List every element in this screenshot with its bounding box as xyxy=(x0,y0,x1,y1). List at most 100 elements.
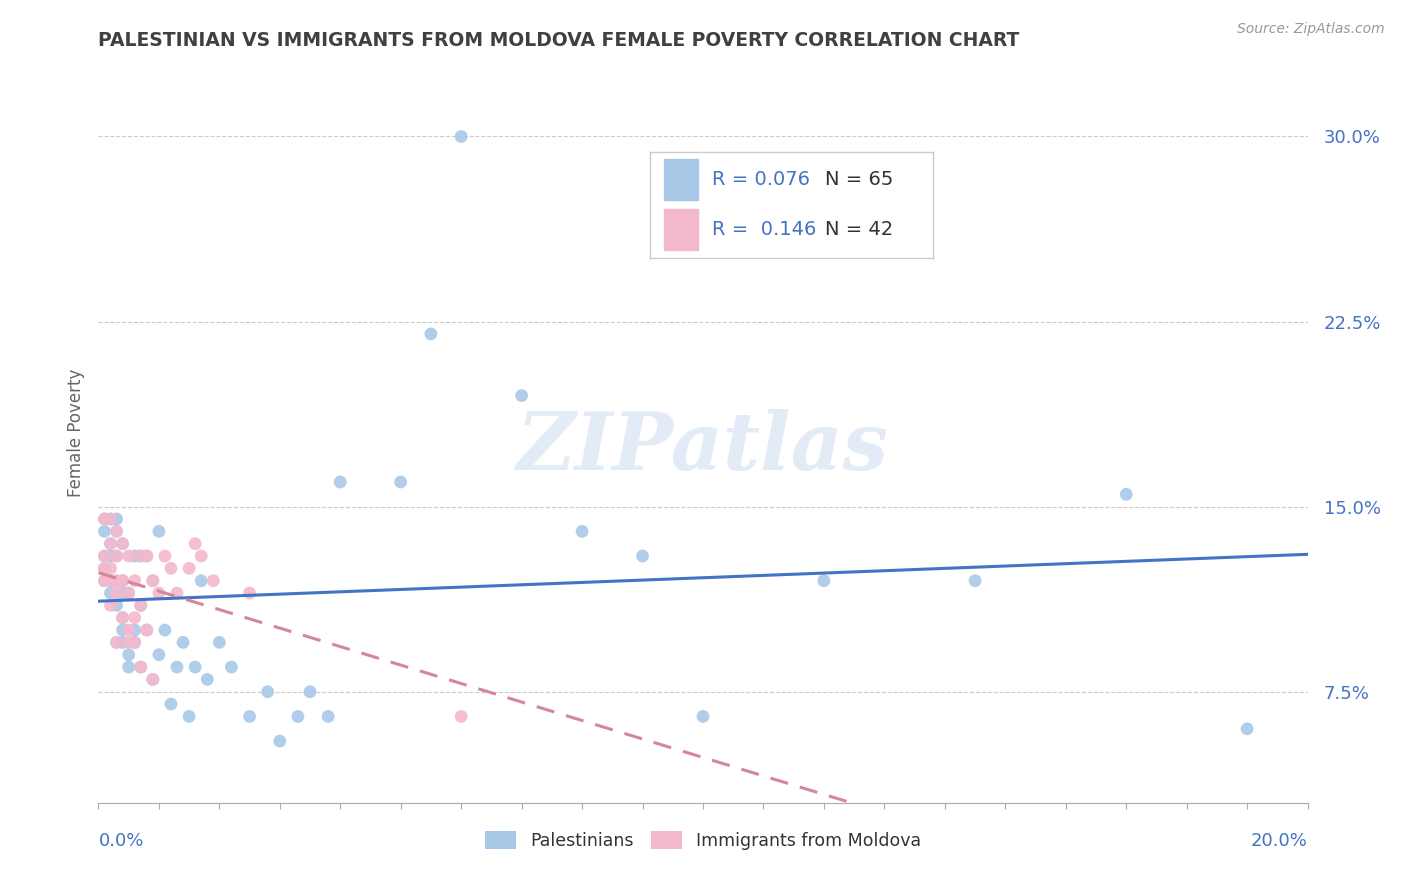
Point xyxy=(160,561,183,575)
Point xyxy=(389,475,412,489)
Point xyxy=(93,574,115,588)
Point xyxy=(135,549,157,563)
Point xyxy=(100,561,122,575)
Point xyxy=(256,685,278,699)
Text: PALESTINIAN VS IMMIGRANTS FROM MOLDOVA FEMALE POVERTY CORRELATION CHART: PALESTINIAN VS IMMIGRANTS FROM MOLDOVA F… xyxy=(98,30,1019,50)
Point xyxy=(450,129,472,144)
Point xyxy=(420,326,443,341)
Point xyxy=(111,574,134,588)
Point xyxy=(118,648,141,662)
Point xyxy=(105,524,128,539)
Point xyxy=(100,512,122,526)
Point xyxy=(239,586,262,600)
Point xyxy=(111,574,134,588)
Point xyxy=(93,549,115,563)
Point xyxy=(118,586,141,600)
Point xyxy=(93,512,115,526)
Point xyxy=(124,574,146,588)
Point xyxy=(100,574,122,588)
Text: R =  0.146: R = 0.146 xyxy=(711,220,817,239)
Point xyxy=(129,660,152,674)
Point xyxy=(142,673,165,687)
Point xyxy=(100,549,122,563)
Point xyxy=(153,549,176,563)
Point xyxy=(208,635,231,649)
Point xyxy=(111,611,134,625)
Point xyxy=(105,635,128,649)
Point xyxy=(105,512,128,526)
Point xyxy=(105,599,128,613)
Point xyxy=(129,549,152,563)
Point xyxy=(118,623,141,637)
Point xyxy=(571,524,593,539)
Point xyxy=(111,536,134,550)
Point xyxy=(93,549,115,563)
Point xyxy=(160,697,183,711)
Point xyxy=(93,512,115,526)
Point xyxy=(190,549,212,563)
Point xyxy=(166,660,188,674)
Bar xyxy=(664,159,697,200)
Point xyxy=(93,524,115,539)
Point xyxy=(142,574,165,588)
Point xyxy=(124,635,146,649)
Point xyxy=(105,586,128,600)
Point xyxy=(105,549,128,563)
Point xyxy=(190,574,212,588)
Point xyxy=(631,549,654,563)
Point xyxy=(965,574,987,588)
Bar xyxy=(664,209,697,250)
Point xyxy=(316,709,339,723)
Text: N = 65: N = 65 xyxy=(825,169,894,189)
Point xyxy=(111,623,134,637)
Point xyxy=(93,561,115,575)
Point xyxy=(100,512,122,526)
Text: 0.0%: 0.0% xyxy=(98,832,143,850)
Text: ZIPatlas: ZIPatlas xyxy=(517,409,889,486)
Point xyxy=(129,599,152,613)
Point xyxy=(100,574,122,588)
Point xyxy=(100,599,122,613)
Point xyxy=(93,561,115,575)
Text: R = 0.076: R = 0.076 xyxy=(711,169,810,189)
Point xyxy=(813,574,835,588)
Point xyxy=(202,574,225,588)
Point xyxy=(148,524,170,539)
Point xyxy=(269,734,291,748)
Point xyxy=(111,574,134,588)
Point xyxy=(105,549,128,563)
Text: 20.0%: 20.0% xyxy=(1251,832,1308,850)
Point xyxy=(100,586,122,600)
Point xyxy=(105,524,128,539)
Point xyxy=(135,623,157,637)
Point xyxy=(105,635,128,649)
Point xyxy=(142,673,165,687)
Point xyxy=(93,574,115,588)
Point xyxy=(118,635,141,649)
Point xyxy=(100,536,122,550)
Point xyxy=(124,549,146,563)
Point xyxy=(135,623,157,637)
Point xyxy=(111,536,134,550)
Point xyxy=(239,709,262,723)
Text: Source: ZipAtlas.com: Source: ZipAtlas.com xyxy=(1237,22,1385,37)
Point xyxy=(148,586,170,600)
Point xyxy=(148,648,170,662)
Point xyxy=(179,709,201,723)
Point xyxy=(510,389,533,403)
Point xyxy=(124,623,146,637)
Point xyxy=(179,561,201,575)
Point xyxy=(184,660,207,674)
Point xyxy=(124,635,146,649)
Point xyxy=(184,536,207,550)
Text: N = 42: N = 42 xyxy=(825,220,894,239)
Point xyxy=(299,685,322,699)
Point xyxy=(287,709,309,723)
Point xyxy=(129,660,152,674)
Point xyxy=(105,574,128,588)
Point xyxy=(135,549,157,563)
Point xyxy=(129,549,152,563)
Y-axis label: Female Poverty: Female Poverty xyxy=(66,368,84,497)
Point xyxy=(111,611,134,625)
Legend: Palestinians, Immigrants from Moldova: Palestinians, Immigrants from Moldova xyxy=(478,824,928,857)
